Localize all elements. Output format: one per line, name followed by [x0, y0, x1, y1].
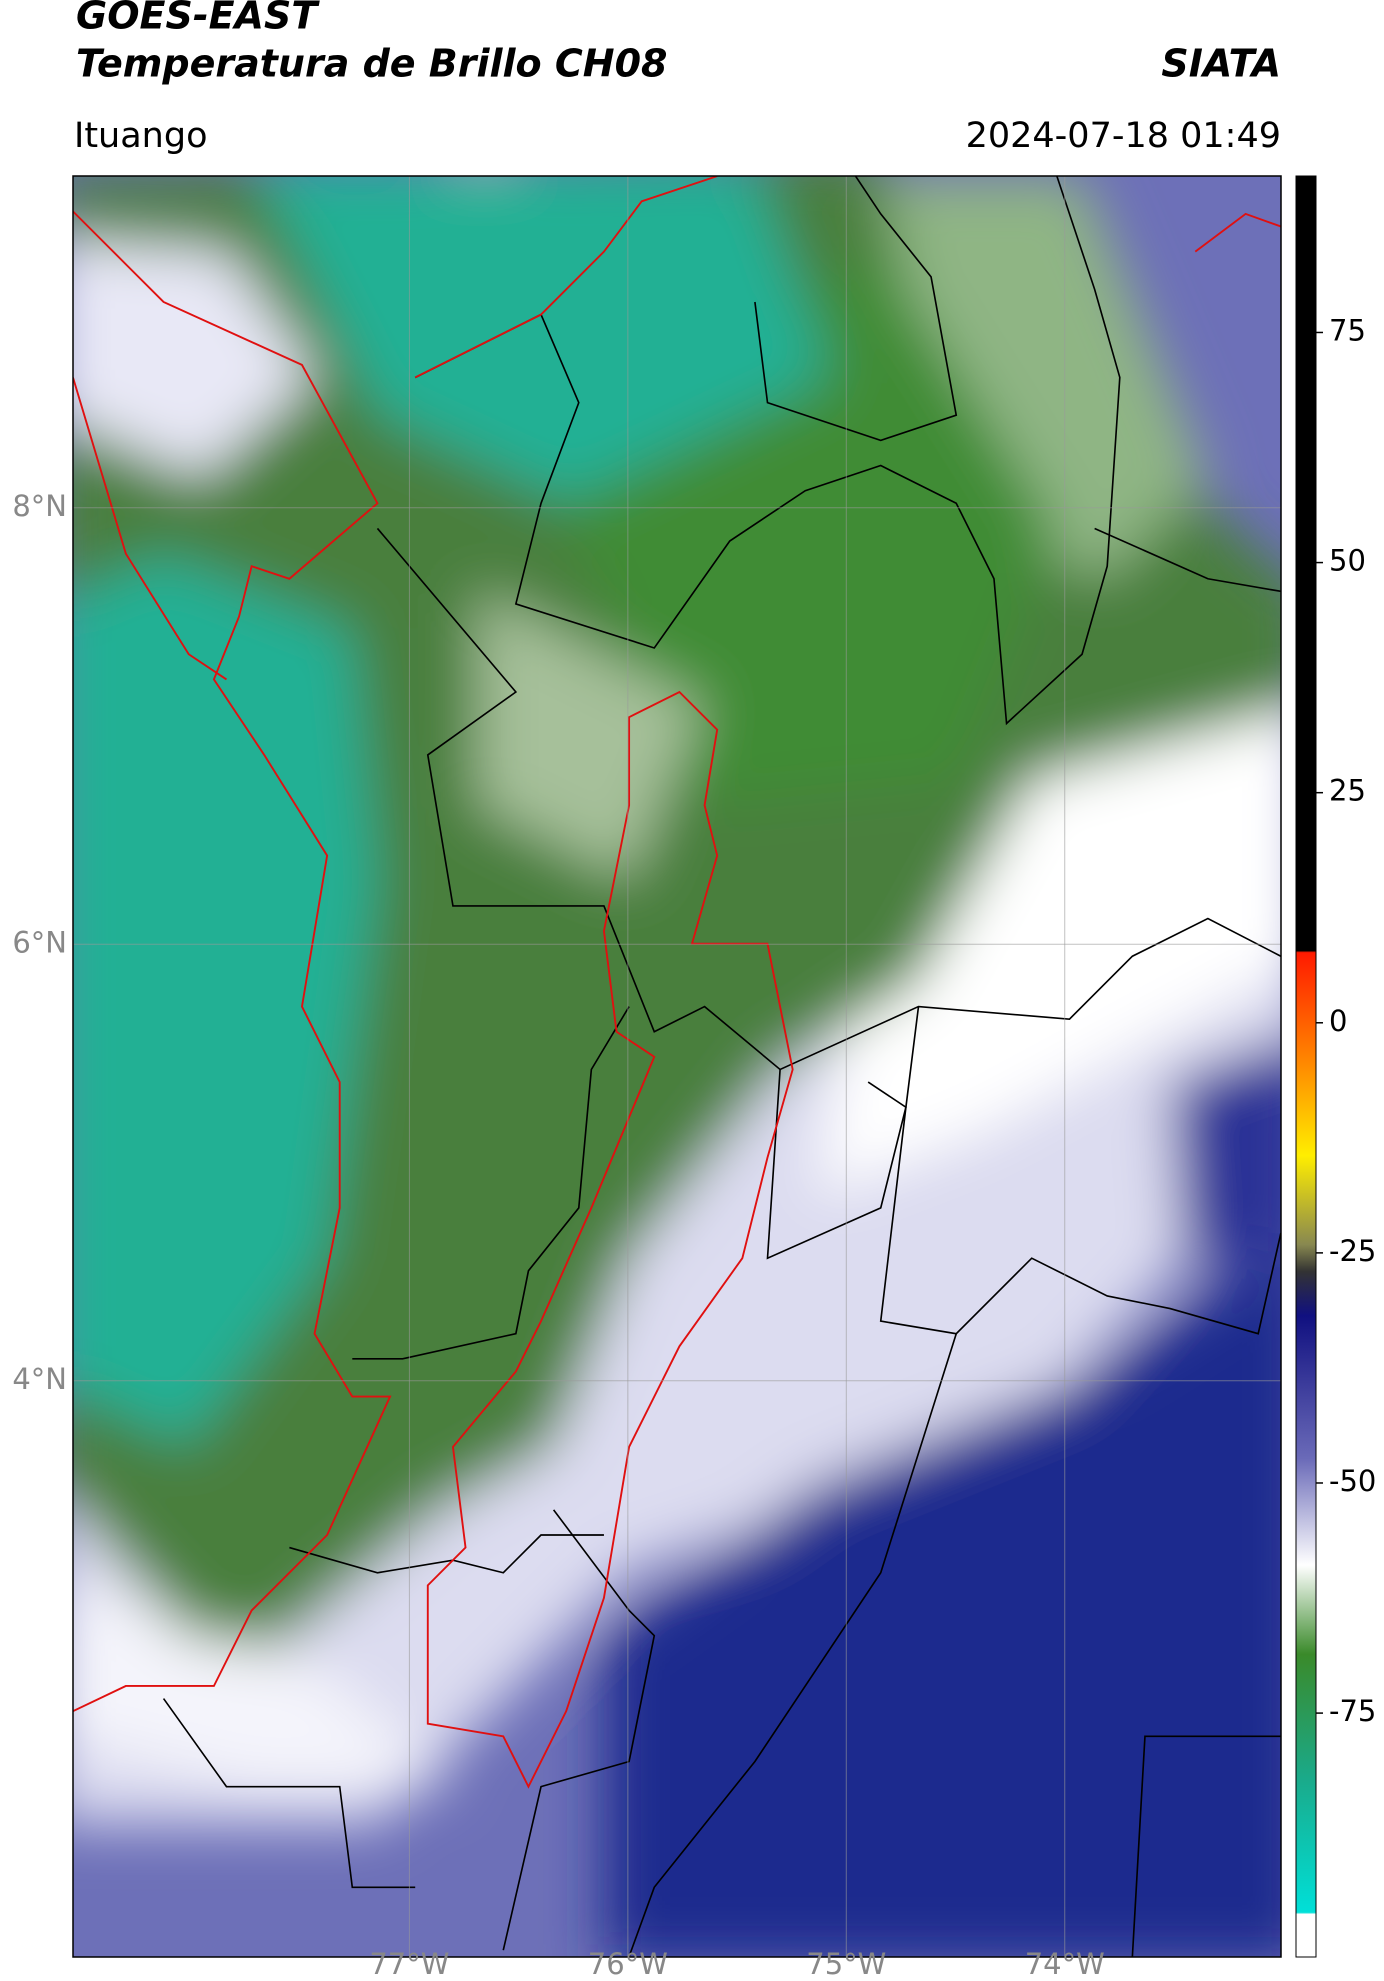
x-tick-label: 76°W: [588, 1947, 668, 1981]
colorbar-tick-label: 75: [1329, 313, 1366, 347]
colorbar: [1295, 175, 1317, 1958]
map-frame: [72, 175, 1282, 1958]
colorbar-tick-label: 0: [1329, 1004, 1347, 1038]
x-tick-label: 77°W: [369, 1947, 449, 1981]
map-image: [73, 176, 1281, 1957]
y-tick-label: 4°N: [12, 1362, 67, 1396]
title: GOES-EAST: [76, 0, 320, 38]
colorbar-tick-label: -25: [1329, 1234, 1376, 1268]
x-tick-label: 74°W: [1025, 1947, 1105, 1981]
colorbar-tick-label: -75: [1329, 1694, 1376, 1728]
subtitle: Temperatura de Brillo CH08: [76, 42, 667, 86]
datetime: 2024-07-18 01:49: [966, 116, 1281, 156]
location: Ituango: [74, 116, 208, 156]
y-tick-label: 8°N: [12, 489, 67, 523]
colorbar-tick-label: 25: [1329, 774, 1366, 808]
x-tick-label: 75°W: [806, 1947, 886, 1981]
colorbar-tick-label: -50: [1329, 1464, 1376, 1498]
source: SIATA: [1161, 42, 1281, 86]
colorbar-tick-label: 50: [1329, 544, 1366, 578]
graticule: [73, 176, 1281, 1957]
y-tick-label: 6°N: [12, 925, 67, 959]
